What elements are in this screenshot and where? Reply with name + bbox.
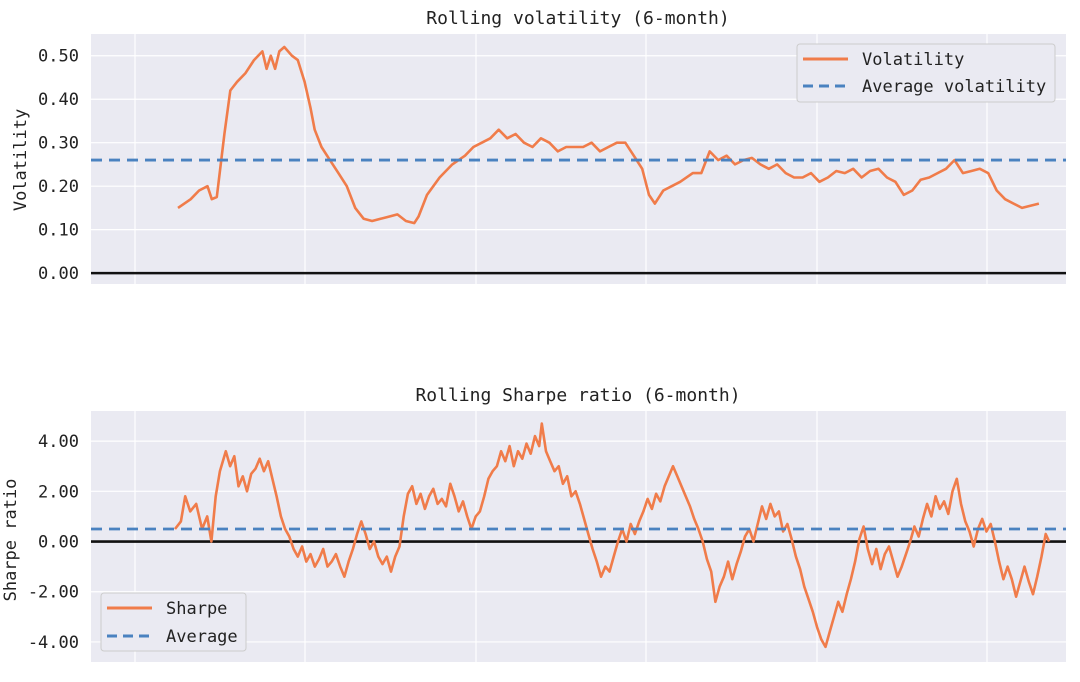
sharpe-legend-label-sharpe: Sharpe xyxy=(166,599,227,619)
volatility-series xyxy=(91,45,1066,275)
volatility-y-axis-label: Volatility xyxy=(11,109,31,211)
volatility-y-tick-label: 0.40 xyxy=(38,90,79,110)
volatility-y-tick-label: 0.10 xyxy=(38,221,79,241)
sharpe-y-tick-label: 4.00 xyxy=(38,432,79,452)
volatility-y-tick-label: 0.50 xyxy=(38,47,79,67)
volatility-y-tick-label: 0.20 xyxy=(38,177,79,197)
sharpe-y-axis-label: Sharpe ratio xyxy=(1,479,21,602)
sharpe-y-tick-label: -2.00 xyxy=(28,583,79,603)
volatility-y-tick-label: 0.30 xyxy=(38,134,79,154)
volatility-legend-box xyxy=(796,43,1056,103)
volatility-y-ticks: 0.00 0.10 0.20 0.30 0.40 0.50 xyxy=(38,47,79,284)
volatility-chart-title: Rolling volatility (6-month) xyxy=(426,8,729,29)
sharpe-series-line-0 xyxy=(173,422,1051,649)
volatility-legend-label-average: Average volatility xyxy=(862,77,1046,97)
sharpe-y-ticks: -4.00 -2.00 0.00 2.00 4.00 xyxy=(28,432,79,653)
sharpe-y-tick-label: 0.00 xyxy=(38,533,79,553)
sharpe-y-tick-label: 2.00 xyxy=(38,482,79,502)
sharpe-legend-label-average: Average xyxy=(166,627,238,647)
volatility-legend-label-volatility: Volatility xyxy=(862,50,964,70)
volatility-legend: Volatility Average volatility xyxy=(796,43,1056,103)
volatility-panel: Rolling volatility (6-month) Volatility … xyxy=(11,8,1066,284)
volatility-y-tick-label: 0.00 xyxy=(38,264,79,284)
sharpe-y-tick-label: -4.00 xyxy=(28,633,79,653)
volatility-series-line-0 xyxy=(177,45,1040,225)
sharpe-series xyxy=(91,422,1066,649)
sharpe-legend: Sharpe Average xyxy=(100,592,247,652)
sharpe-plot-background xyxy=(91,411,1066,662)
sharpe-chart-title: Rolling Sharpe ratio (6-month) xyxy=(415,385,740,406)
sharpe-panel: Rolling Sharpe ratio (6-month) Sharpe ra… xyxy=(1,385,1066,662)
